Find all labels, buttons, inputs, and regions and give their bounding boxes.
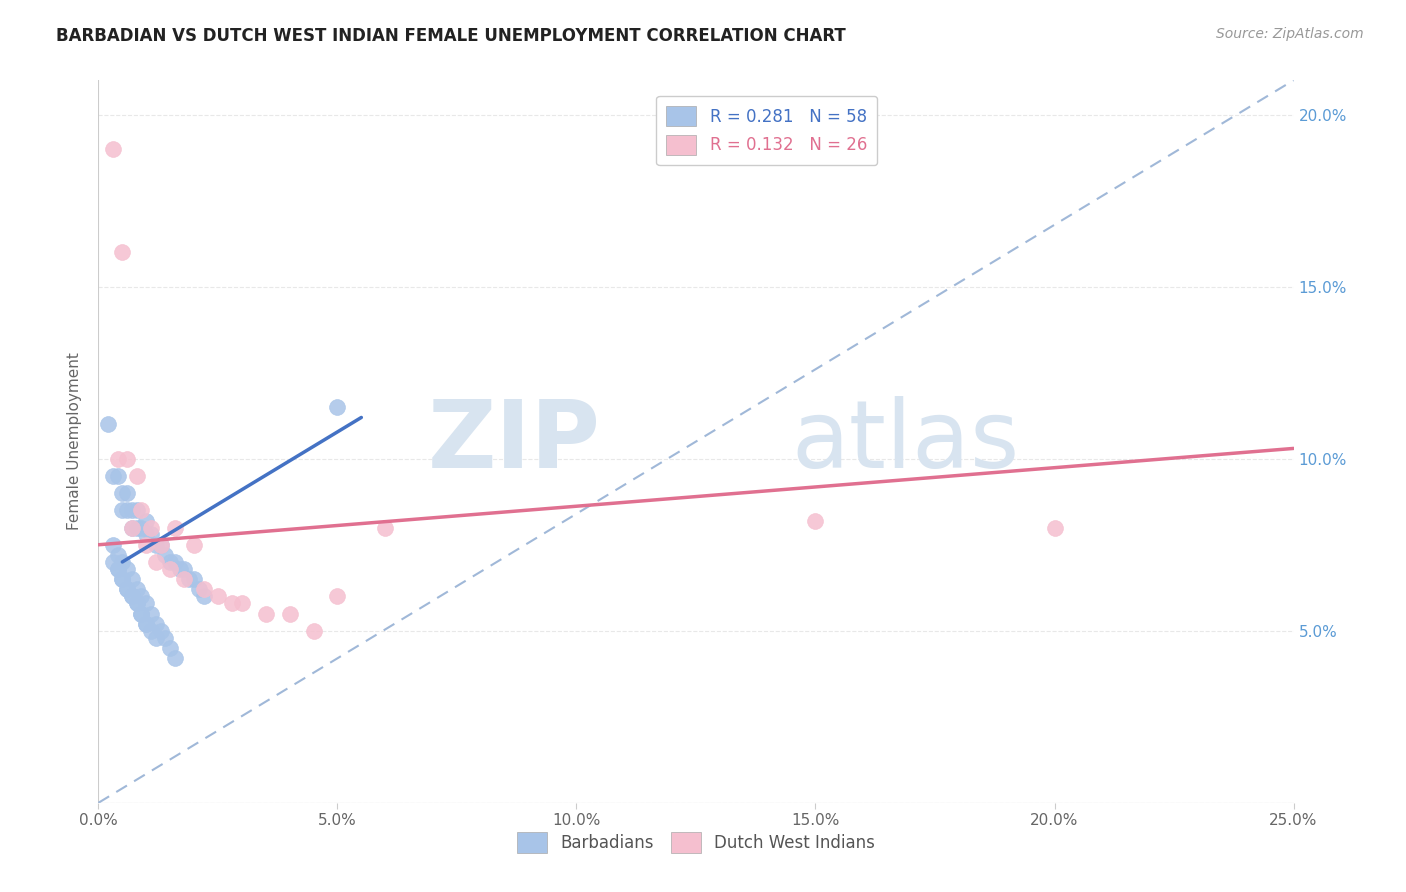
Point <box>149 538 172 552</box>
Point <box>135 514 157 528</box>
Point <box>135 538 157 552</box>
Point <box>155 631 177 645</box>
Point <box>111 503 134 517</box>
Point <box>111 245 134 260</box>
Point <box>111 555 134 569</box>
Point <box>187 582 209 597</box>
Point <box>163 520 186 534</box>
Point <box>254 607 277 621</box>
Point <box>804 514 827 528</box>
Point <box>159 555 181 569</box>
Point <box>145 631 167 645</box>
Point <box>107 562 129 576</box>
Text: BARBADIAN VS DUTCH WEST INDIAN FEMALE UNEMPLOYMENT CORRELATION CHART: BARBADIAN VS DUTCH WEST INDIAN FEMALE UN… <box>56 27 846 45</box>
Legend: Barbadians, Dutch West Indians: Barbadians, Dutch West Indians <box>510 826 882 860</box>
Point <box>111 572 134 586</box>
Point <box>326 590 349 604</box>
Point <box>1043 520 1066 534</box>
Point <box>101 142 124 156</box>
Point <box>193 590 215 604</box>
Point <box>121 590 143 604</box>
Text: Source: ZipAtlas.com: Source: ZipAtlas.com <box>1216 27 1364 41</box>
Point <box>326 400 349 414</box>
Point <box>183 538 205 552</box>
Point <box>139 527 162 541</box>
Point <box>231 596 253 610</box>
Point <box>125 503 148 517</box>
Point <box>101 469 124 483</box>
Point <box>107 548 129 562</box>
Point <box>155 548 177 562</box>
Point <box>159 640 181 655</box>
Point <box>173 562 195 576</box>
Point <box>115 562 138 576</box>
Point <box>139 607 162 621</box>
Point <box>163 651 186 665</box>
Point <box>139 624 162 638</box>
Point <box>107 451 129 466</box>
Point <box>101 538 124 552</box>
Y-axis label: Female Unemployment: Female Unemployment <box>67 352 83 531</box>
Point <box>115 486 138 500</box>
Point <box>145 555 167 569</box>
Point <box>111 572 134 586</box>
Point <box>115 503 138 517</box>
Point <box>111 486 134 500</box>
Point <box>145 538 167 552</box>
Point <box>302 624 325 638</box>
Point <box>125 469 148 483</box>
Point <box>131 520 153 534</box>
Point <box>131 607 153 621</box>
Point <box>125 520 148 534</box>
Point <box>173 572 195 586</box>
Point <box>107 562 129 576</box>
Point <box>115 582 138 597</box>
Point <box>115 582 138 597</box>
Point <box>97 417 120 432</box>
Point <box>207 590 229 604</box>
Point <box>193 582 215 597</box>
Point <box>135 616 157 631</box>
Point <box>131 607 153 621</box>
Point <box>163 555 186 569</box>
Point <box>169 562 191 576</box>
Point <box>149 624 172 638</box>
Point <box>135 596 157 610</box>
Point <box>121 520 143 534</box>
Point <box>125 596 148 610</box>
Point <box>135 616 157 631</box>
Point <box>107 469 129 483</box>
Point <box>101 555 124 569</box>
Point <box>125 582 148 597</box>
Point <box>183 572 205 586</box>
Point <box>121 520 143 534</box>
Point <box>278 607 301 621</box>
Point <box>131 590 153 604</box>
Point <box>179 572 201 586</box>
Point <box>149 538 172 552</box>
Point <box>374 520 396 534</box>
Point <box>131 503 153 517</box>
Point <box>221 596 243 610</box>
Point <box>145 616 167 631</box>
Text: ZIP: ZIP <box>427 395 600 488</box>
Point <box>135 527 157 541</box>
Point <box>125 596 148 610</box>
Point <box>121 503 143 517</box>
Text: atlas: atlas <box>792 395 1019 488</box>
Point <box>159 562 181 576</box>
Point <box>139 520 162 534</box>
Point <box>121 572 143 586</box>
Point <box>121 590 143 604</box>
Point <box>115 451 138 466</box>
